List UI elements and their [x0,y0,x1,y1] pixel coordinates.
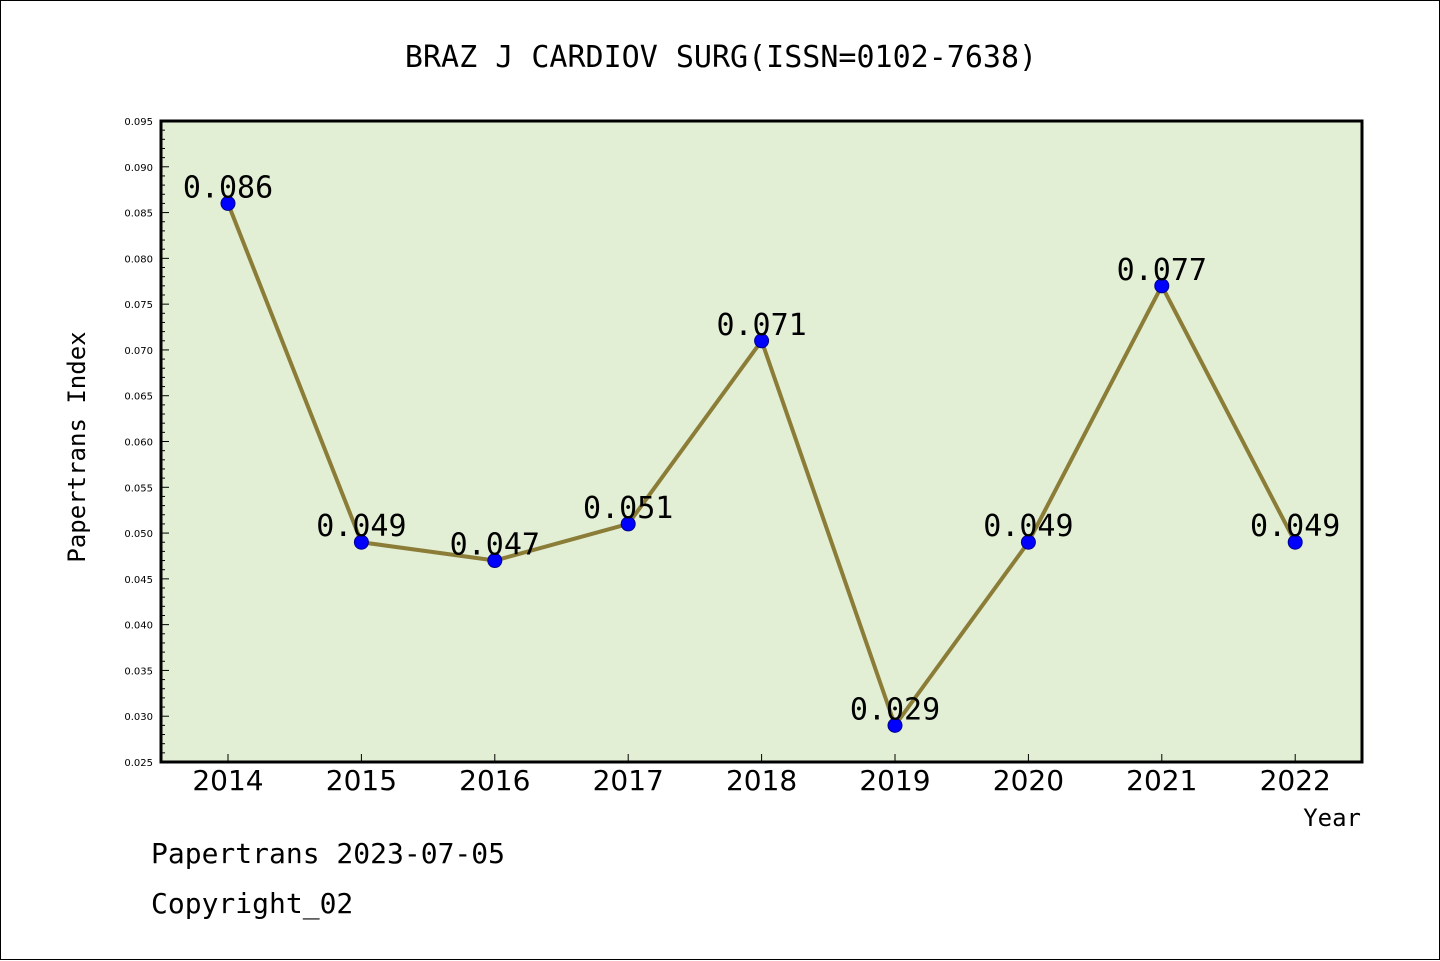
y-tick-label: 0.045 [124,575,153,586]
data-point [1020,534,1036,550]
y-tick-label: 0.065 [124,392,153,403]
x-tick-label: 2022 [1260,764,1331,797]
x-tick-label: 2017 [593,764,664,797]
data-point [487,553,503,569]
y-tick-label: 0.075 [124,300,153,311]
data-label: 0.029 [850,692,940,727]
footer-date: Papertrans 2023-07-05 [151,837,506,870]
x-tick-label: 2015 [326,764,397,797]
y-tick-label: 0.090 [124,163,153,174]
data-label: 0.047 [450,528,540,563]
y-tick-label: 0.055 [124,483,153,494]
y-axis: 0.025 0.030 0.035 0.040 0.045 0.050 0.055 0.060… [124,117,169,769]
y-tick-label: 0.025 [124,758,153,769]
y-tick-label: 0.060 [124,438,153,449]
data-label: 0.051 [583,491,673,526]
x-tick-label: 2021 [1126,764,1197,797]
data-point [754,333,770,349]
plot-area [159,119,1364,764]
y-tick-label: 0.030 [124,712,153,723]
data-point [887,717,903,733]
y-tick-label: 0.070 [124,346,153,357]
x-tick-label: 2016 [459,764,530,797]
data-point [620,516,636,532]
y-tick-label: 0.095 [124,117,153,128]
data-label: 0.077 [1117,253,1207,288]
x-tick-label: 2014 [192,764,263,797]
data-label: 0.049 [983,509,1073,544]
data-point [1287,534,1303,550]
series-papertrans-index: 0.086 0.049 0.047 0.051 0.071 0.029 0.049 0.077… [183,170,1340,733]
y-tick-label: 0.080 [124,254,153,265]
data-point [1154,278,1170,294]
x-axis: 2014 2015 2016 2017 2018 2019 2020 2021 2022 [192,754,1331,797]
x-tick-label: 2019 [859,764,930,797]
data-label: 0.049 [316,509,406,544]
data-point [353,534,369,550]
data-label: 0.086 [183,170,273,205]
x-axis-title: Year [1303,804,1361,832]
y-axis-title: Papertrans Index [63,331,91,562]
x-tick-label: 2020 [993,764,1064,797]
y-tick-label: 0.035 [124,666,153,677]
data-point [220,195,236,211]
data-label: 0.049 [1250,509,1340,544]
chart-title: BRAZ J CARDIOV SURG(ISSN=0102-7638) [405,40,1037,75]
y-tick-label: 0.085 [124,209,153,220]
data-label: 0.071 [716,308,806,343]
y-tick-label: 0.050 [124,529,153,540]
footer-copyright: Copyright_02 [151,887,354,920]
y-tick-label: 0.040 [124,621,153,632]
x-tick-label: 2018 [726,764,797,797]
